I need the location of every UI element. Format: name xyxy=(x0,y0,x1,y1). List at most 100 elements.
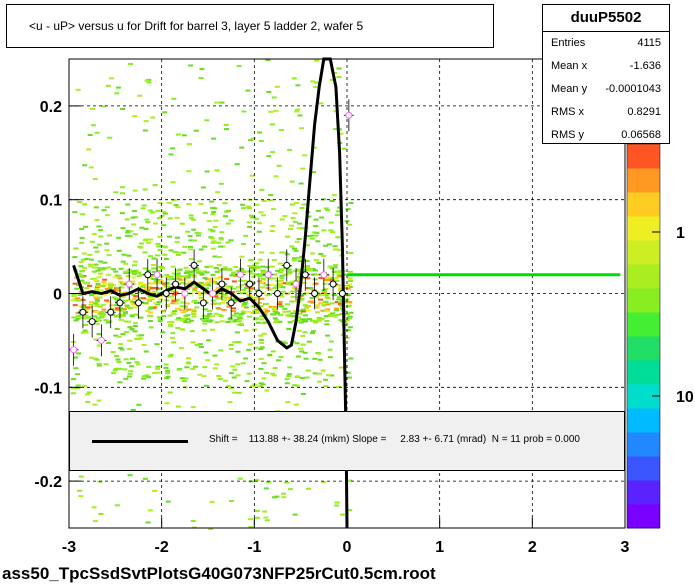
heat-cell xyxy=(76,315,81,318)
stats-row-rms-y: RMS y 0.06568 xyxy=(543,124,669,147)
heat-cell xyxy=(164,281,170,284)
heat-cell xyxy=(227,268,233,271)
heat-cell xyxy=(301,281,307,284)
heat-cell xyxy=(167,321,173,324)
heat-cell xyxy=(104,206,110,209)
heat-cell xyxy=(282,310,288,313)
heat-cell xyxy=(264,266,270,269)
heat-cell xyxy=(186,203,192,206)
heat-cell xyxy=(288,228,293,231)
heat-cell xyxy=(289,245,295,248)
heat-cell xyxy=(202,366,208,369)
heat-cell xyxy=(187,235,193,238)
heat-cell xyxy=(224,128,229,131)
heat-cell xyxy=(85,393,91,396)
heat-cell xyxy=(110,351,116,354)
profile-point xyxy=(329,280,337,288)
heat-cell xyxy=(284,378,290,381)
heat-cell xyxy=(141,297,147,300)
heat-cell xyxy=(237,285,243,288)
heat-cell xyxy=(258,338,264,341)
heat-cell xyxy=(138,283,144,286)
profile-point xyxy=(345,111,353,119)
heat-cell xyxy=(330,231,335,233)
profile-point xyxy=(236,271,244,279)
heat-cell xyxy=(132,325,138,327)
heat-cell xyxy=(301,203,307,206)
heat-cell xyxy=(245,89,251,92)
heat-cell xyxy=(228,387,234,390)
heat-cell xyxy=(175,405,181,408)
heat-cell xyxy=(227,401,233,404)
heat-cell xyxy=(173,204,179,207)
heat-cell xyxy=(204,265,210,268)
heat-cell xyxy=(179,222,185,225)
heat-cell xyxy=(246,221,252,224)
heat-cell xyxy=(286,327,292,330)
heat-cell xyxy=(78,274,84,277)
heat-cell xyxy=(317,358,323,361)
heat-cell xyxy=(192,287,198,290)
heat-cell xyxy=(242,279,248,282)
heat-cell xyxy=(208,279,214,282)
heat-cell xyxy=(302,154,308,157)
heat-cell xyxy=(215,292,221,295)
heat-cell xyxy=(116,289,121,292)
heat-cell xyxy=(222,298,228,301)
heat-cell xyxy=(76,299,81,302)
heat-cell xyxy=(171,97,177,100)
heat-cell xyxy=(145,221,151,223)
heat-cell xyxy=(318,253,324,255)
heat-cell xyxy=(247,343,253,346)
heat-cell xyxy=(150,211,156,214)
heat-cell xyxy=(120,296,125,299)
x-tick-label: 1 xyxy=(435,539,444,556)
heat-cell xyxy=(113,191,119,194)
heat-cell xyxy=(72,211,78,214)
heat-cell xyxy=(218,276,224,279)
stats-value: 0.06568 xyxy=(621,129,661,141)
heat-cell xyxy=(309,296,315,299)
heat-cell xyxy=(301,310,306,313)
heat-cell xyxy=(248,526,254,529)
heat-cell xyxy=(170,265,176,268)
heat-cell xyxy=(174,298,180,301)
heat-cell xyxy=(201,270,207,273)
heat-cell xyxy=(289,203,295,206)
heat-cell xyxy=(228,285,233,288)
heat-cell xyxy=(269,283,275,286)
heat-cell xyxy=(181,380,187,382)
heat-cell xyxy=(295,108,301,111)
heat-cell xyxy=(157,235,163,238)
heat-cell xyxy=(258,334,264,337)
heat-cell xyxy=(264,519,270,522)
heat-cell xyxy=(237,477,243,480)
y-tick-label: -0.1 xyxy=(34,380,62,397)
heat-cell xyxy=(126,320,132,323)
heat-cell xyxy=(210,303,216,306)
heat-cell xyxy=(179,305,185,308)
profile-point xyxy=(199,299,207,307)
heat-cell xyxy=(174,269,180,272)
heat-cell xyxy=(258,367,264,370)
heat-cell xyxy=(220,290,226,293)
heat-cell xyxy=(162,111,168,114)
heat-cell xyxy=(296,238,302,240)
heat-cell xyxy=(78,261,84,264)
heat-cell xyxy=(185,302,191,305)
heat-cell xyxy=(170,311,176,314)
heat-cell xyxy=(158,298,164,301)
heat-cell xyxy=(279,295,285,298)
heat-cell xyxy=(143,288,149,291)
heat-cell xyxy=(326,276,332,279)
heat-cell xyxy=(291,77,297,80)
heat-cell xyxy=(278,305,284,308)
heat-cell xyxy=(213,295,219,298)
heat-cell xyxy=(132,189,138,192)
heat-cell xyxy=(334,284,340,287)
heat-cell xyxy=(267,293,273,296)
heat-cell xyxy=(310,252,316,255)
heat-cell xyxy=(285,310,291,313)
heat-cell xyxy=(332,245,338,248)
heat-cell xyxy=(147,295,153,298)
